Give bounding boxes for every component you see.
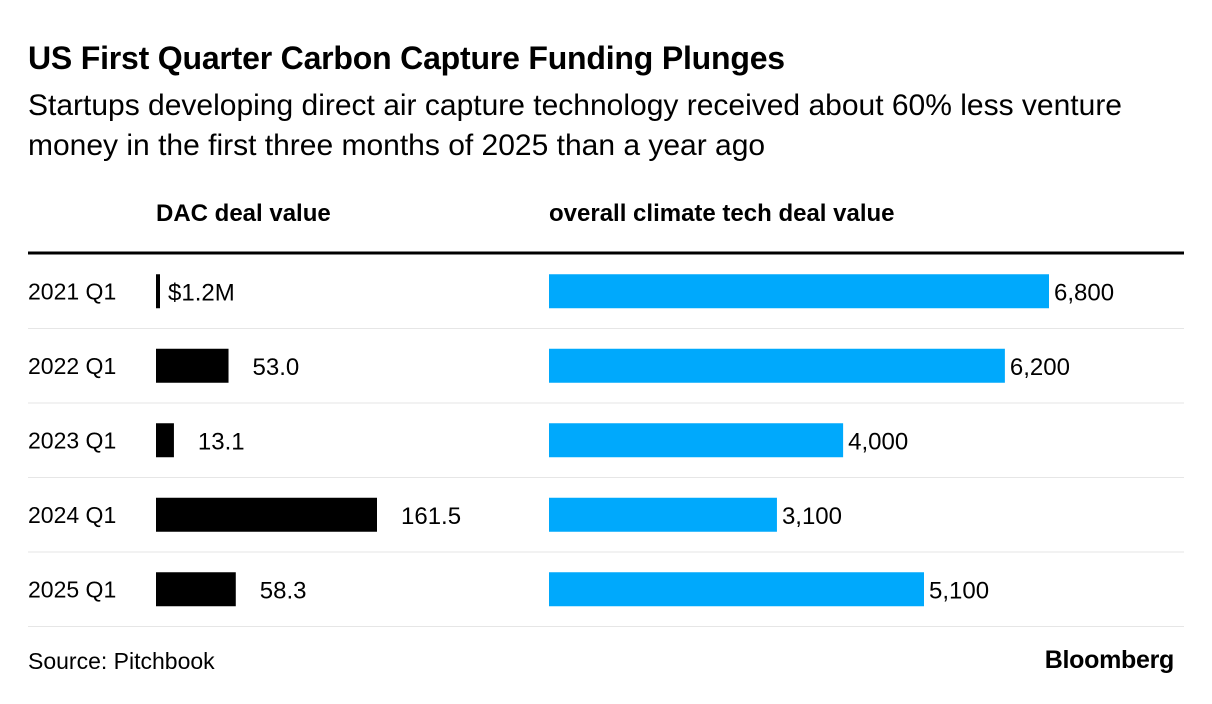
climate-data-label: 4,000 (848, 428, 908, 455)
dac-column-header: DAC deal value (156, 200, 331, 227)
category-label: 2025 Q1 (28, 576, 116, 602)
climate-column-header: overall climate tech deal value (549, 200, 895, 227)
chart-subtitle: Startups developing direct air capture t… (28, 89, 1122, 162)
dac-bar (156, 497, 377, 532)
climate-bar (549, 348, 1005, 383)
climate-bar (549, 423, 844, 458)
climate-bar (549, 572, 924, 607)
category-label: 2021 Q1 (28, 278, 116, 304)
category-label: 2023 Q1 (28, 427, 116, 453)
source-note: Source: Pitchbook (28, 648, 215, 674)
dac-data-label: 161.5 (401, 503, 461, 530)
climate-bar (549, 274, 1049, 309)
category-label: 2024 Q1 (28, 502, 116, 528)
dac-bar (156, 423, 174, 458)
dac-data-label: 13.1 (198, 428, 245, 455)
climate-data-label: 6,800 (1054, 279, 1114, 306)
climate-bar (549, 497, 777, 532)
chart-title: US First Quarter Carbon Capture Funding … (28, 40, 785, 76)
dac-bar (156, 274, 160, 309)
climate-data-label: 6,200 (1010, 354, 1070, 381)
dac-data-label: 53.0 (253, 354, 300, 381)
bloomberg-logo: Bloomberg (1044, 646, 1175, 674)
category-label: 2022 Q1 (28, 353, 116, 379)
dac-data-label: $1.2M (168, 279, 235, 306)
climate-data-label: 3,100 (782, 503, 842, 530)
climate-data-label: 5,100 (929, 577, 989, 604)
dac-bar (156, 348, 229, 383)
dac-bar (156, 572, 236, 607)
dac-data-label: 58.3 (260, 577, 307, 604)
